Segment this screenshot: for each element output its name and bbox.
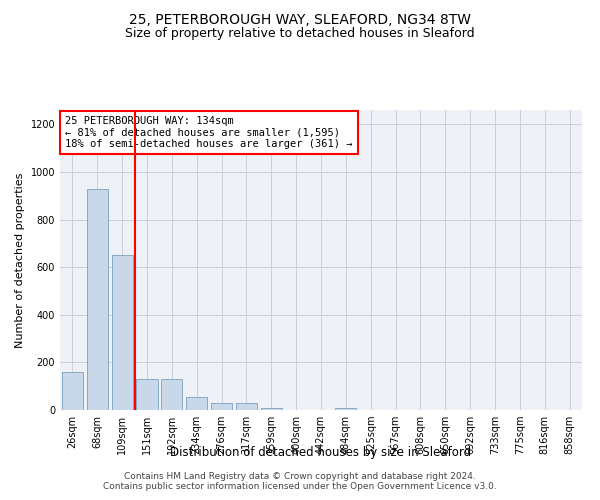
Text: Contains public sector information licensed under the Open Government Licence v3: Contains public sector information licen…: [103, 482, 497, 491]
Bar: [236, 404, 257, 410]
Bar: [261, 408, 282, 410]
Bar: [87, 188, 108, 410]
Bar: [161, 379, 182, 410]
Text: Distribution of detached houses by size in Sleaford: Distribution of detached houses by size …: [170, 446, 472, 459]
Bar: [112, 255, 133, 410]
Y-axis label: Number of detached properties: Number of detached properties: [15, 172, 25, 348]
Text: 25, PETERBOROUGH WAY, SLEAFORD, NG34 8TW: 25, PETERBOROUGH WAY, SLEAFORD, NG34 8TW: [129, 12, 471, 26]
Bar: [136, 379, 158, 410]
Bar: [211, 404, 232, 410]
Bar: [62, 372, 83, 410]
Bar: [335, 408, 356, 410]
Text: Contains HM Land Registry data © Crown copyright and database right 2024.: Contains HM Land Registry data © Crown c…: [124, 472, 476, 481]
Text: Size of property relative to detached houses in Sleaford: Size of property relative to detached ho…: [125, 28, 475, 40]
Text: 25 PETERBOROUGH WAY: 134sqm
← 81% of detached houses are smaller (1,595)
18% of : 25 PETERBOROUGH WAY: 134sqm ← 81% of det…: [65, 116, 353, 149]
Bar: [186, 397, 207, 410]
